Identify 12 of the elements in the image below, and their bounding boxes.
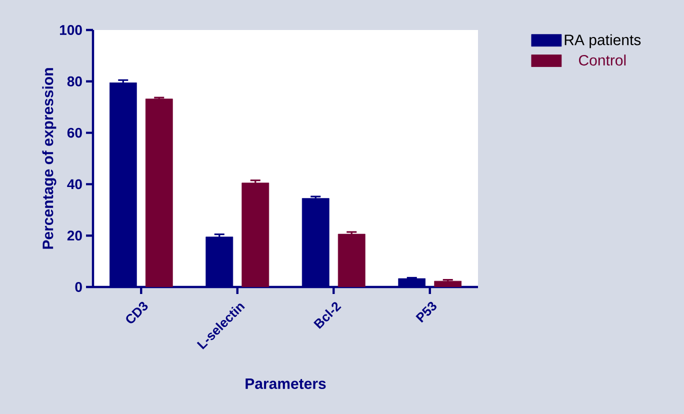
y-tick-label: 100 xyxy=(60,25,82,35)
y-tick-label: 20 xyxy=(67,230,82,241)
x-tick-label: P53 xyxy=(416,302,436,323)
y-tick-label: 60 xyxy=(67,128,82,138)
y-tick-label: 0 xyxy=(75,282,82,292)
legend-label: Control xyxy=(579,54,626,66)
y-tick-label: 80 xyxy=(67,76,82,86)
x-tick-label: CD3 xyxy=(126,302,148,324)
legend-label: RA patients xyxy=(564,34,641,48)
y-axis-title: Percentage of expression xyxy=(42,68,56,249)
y-tick-label: 40 xyxy=(67,179,82,190)
x-axis-title: Parameters xyxy=(246,378,326,389)
